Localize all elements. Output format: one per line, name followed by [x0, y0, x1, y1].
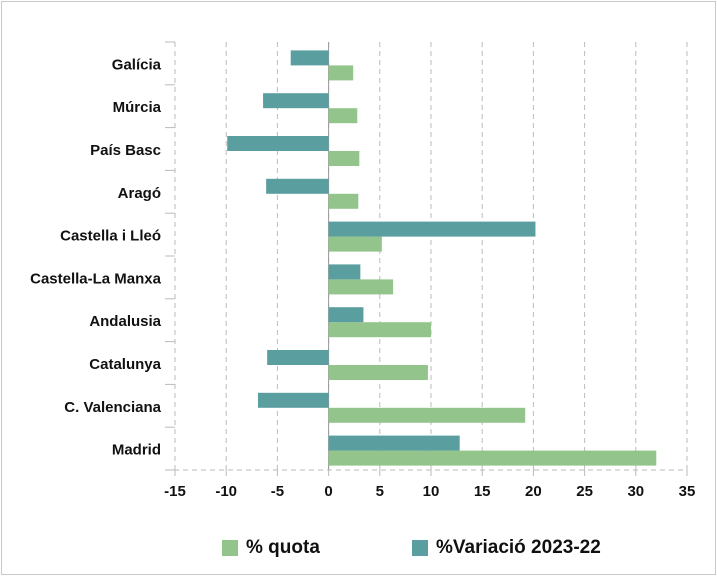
legend-swatch: [222, 540, 238, 556]
x-tick-label: -15: [164, 483, 186, 500]
bar: [328, 108, 358, 124]
y-tick-label: Castella i Lleó: [60, 228, 161, 245]
y-tick-label: Galícia: [112, 56, 162, 73]
x-tick-label: 35: [679, 483, 696, 500]
y-tick-label: C. Valenciana: [64, 399, 161, 416]
x-tick-label: 15: [474, 483, 491, 500]
y-tick-label: Aragó: [118, 185, 161, 202]
x-tick-label: -10: [215, 483, 237, 500]
bar: [266, 178, 329, 194]
bar: [328, 365, 428, 380]
x-tick-label: 0: [324, 483, 332, 500]
y-tick-label: Madrid: [112, 442, 161, 459]
bar: [328, 435, 460, 451]
x-tick-label: 30: [627, 483, 644, 500]
x-tick-label: 25: [576, 483, 593, 500]
legend-swatch: [412, 540, 428, 556]
y-tick-label: País Basc: [90, 142, 161, 159]
bar: [328, 193, 359, 209]
bar: [328, 65, 354, 81]
legend-label: % quota: [246, 537, 320, 558]
x-tick-label: 20: [525, 483, 542, 500]
bar: [257, 392, 329, 408]
x-tick-label: 5: [376, 483, 384, 500]
legend-label: %Variació 2023-22: [436, 537, 601, 558]
bar: [267, 350, 329, 365]
bar: [328, 221, 536, 237]
bar: [328, 151, 360, 166]
bar: [328, 279, 394, 295]
bar: [328, 307, 364, 323]
bar: [328, 450, 657, 466]
bar: [263, 93, 329, 109]
y-tick-label: Múrcia: [113, 99, 162, 116]
y-tick-label: Catalunya: [89, 356, 161, 373]
bar: [290, 50, 329, 66]
y-tick-label: Andalusia: [89, 313, 161, 330]
y-tick-label: Castella-La Manxa: [30, 270, 162, 287]
bar: [328, 264, 361, 280]
bar: [328, 322, 431, 338]
x-tick-label: 10: [423, 483, 440, 500]
bar: [328, 236, 382, 252]
x-tick-label: -5: [271, 483, 284, 500]
bar: [328, 407, 526, 423]
bar: [227, 136, 329, 151]
